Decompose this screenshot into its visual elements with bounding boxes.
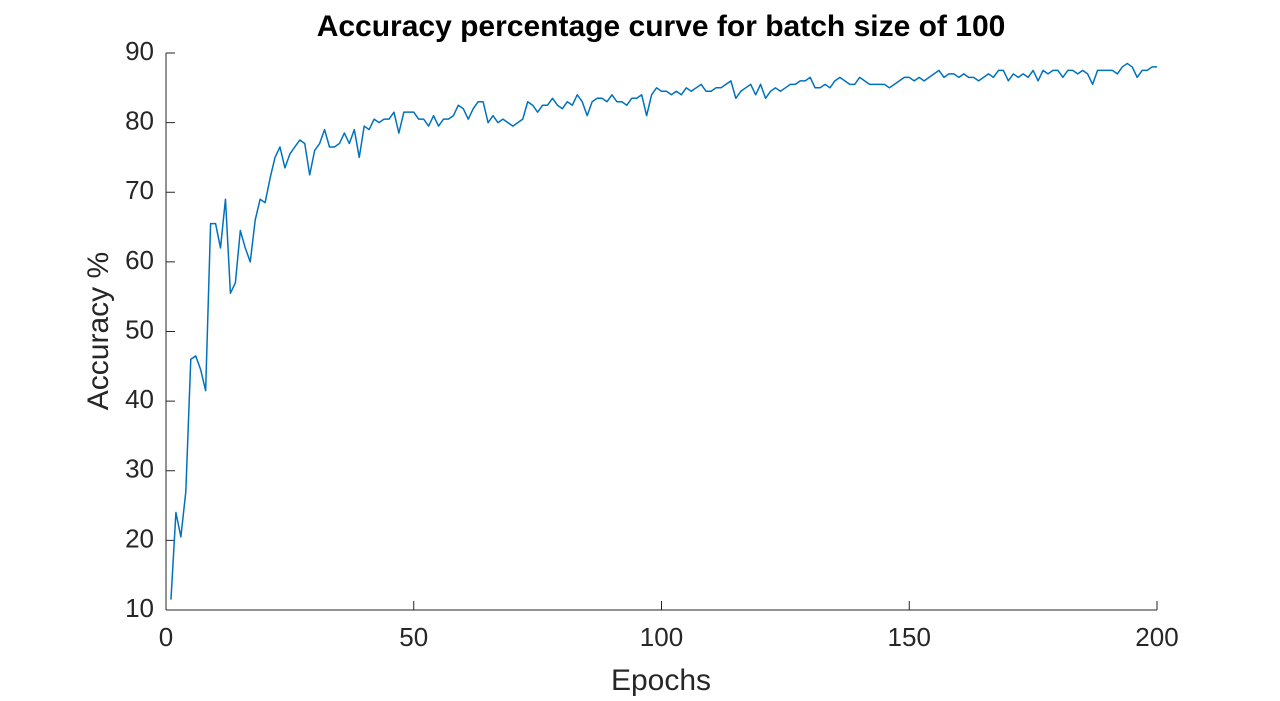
x-axis-label: Epochs (611, 664, 711, 697)
y-tick-label: 80 (125, 106, 154, 136)
y-axis-label: Accuracy % (82, 252, 115, 410)
x-tick-label: 100 (640, 622, 683, 652)
y-tick-label: 30 (125, 454, 154, 484)
y-tick-label: 20 (125, 523, 154, 553)
y-tick-label: 70 (125, 175, 154, 205)
y-tick-label: 90 (125, 36, 154, 66)
x-tick-label: 200 (1135, 622, 1178, 652)
data-line (170, 62, 1157, 600)
chart-title: Accuracy percentage curve for batch size… (317, 10, 1006, 43)
y-tick-label: 10 (125, 593, 154, 623)
x-tick-label: 50 (399, 622, 428, 652)
y-tick-label: 60 (125, 245, 154, 275)
x-tick-label: 150 (888, 622, 931, 652)
y-tick-label: 40 (125, 384, 154, 414)
y-tick-label: 50 (125, 314, 154, 344)
x-tick-label: 0 (159, 622, 173, 652)
